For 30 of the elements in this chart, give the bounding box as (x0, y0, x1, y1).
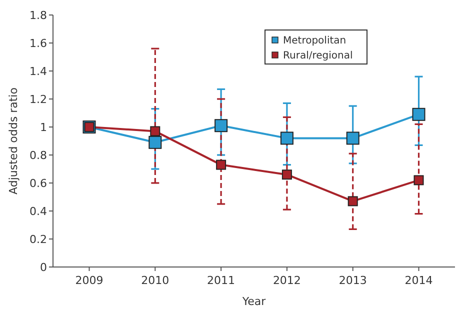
x-tick-label: 2013 (338, 274, 367, 287)
x-tick-label: 2012 (272, 274, 301, 287)
point (414, 175, 424, 186)
y-axis-title: Adjusted odds ratio (7, 87, 20, 194)
point (216, 160, 226, 170)
point (348, 196, 358, 206)
x-tick-label: 2010 (141, 274, 170, 287)
y-tick-label: 0.4 (30, 204, 47, 218)
point (214, 119, 228, 132)
point (282, 170, 292, 180)
x-tick-label: 2014 (404, 274, 433, 287)
point (148, 136, 162, 149)
y-tick-label: 0.2 (30, 232, 47, 246)
y-tick-label: 1.6 (30, 36, 47, 50)
point (150, 126, 160, 136)
y-tick-label: 1.4 (30, 64, 47, 78)
y-tick-label: 1 (40, 120, 47, 134)
legend-label: Metropolitan (283, 36, 346, 46)
y-tick-label: 0.6 (30, 176, 47, 190)
y-tick-label: 0 (40, 260, 47, 274)
y-tick-label: 1.2 (30, 92, 47, 106)
x-tick-label: 2011 (207, 274, 236, 287)
y-tick-label: 1.8 (30, 8, 47, 22)
x-axis-title: Year (241, 295, 266, 308)
point (346, 132, 360, 145)
point (280, 132, 294, 145)
legend-label: Rural/regional (283, 50, 353, 62)
x-tick-label: 2009 (75, 274, 104, 287)
y-tick-label: 0.8 (30, 148, 47, 162)
point (412, 108, 426, 121)
